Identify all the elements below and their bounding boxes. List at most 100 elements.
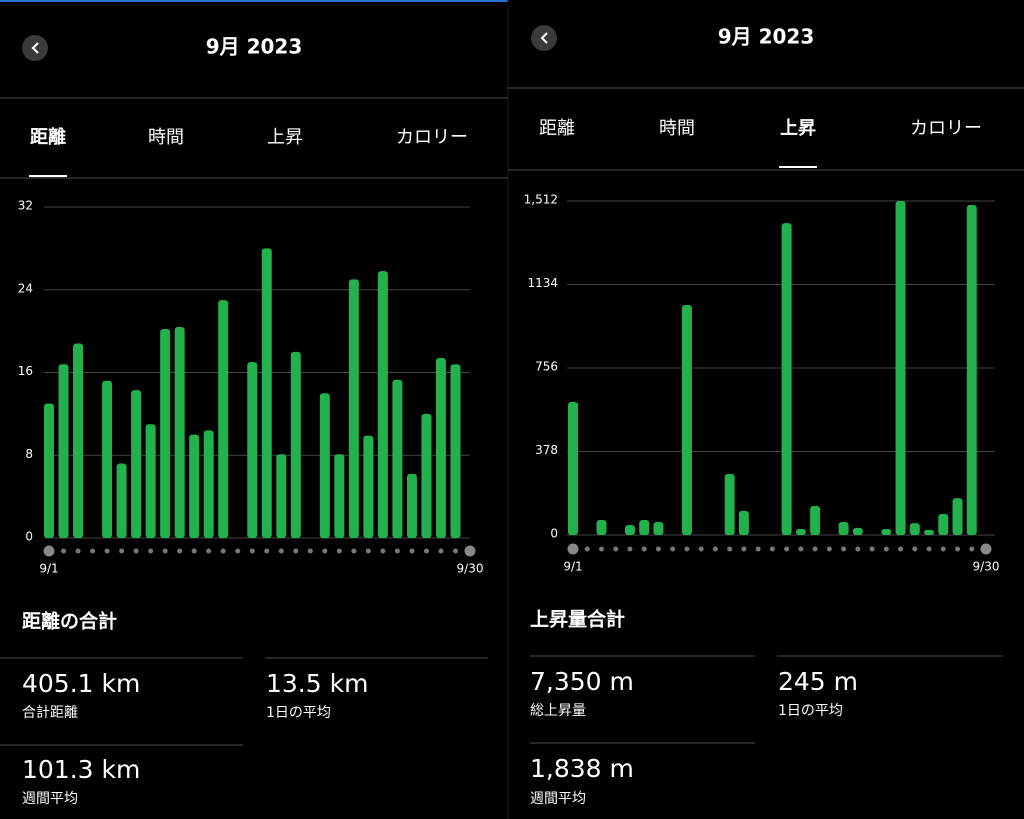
bar: [58, 364, 69, 538]
bar: [838, 521, 849, 535]
bar: [450, 364, 461, 538]
bar: [131, 390, 142, 538]
tab[interactable]: 上昇: [780, 118, 816, 139]
tab[interactable]: 時間: [659, 118, 695, 139]
x-axis-dot: [670, 546, 676, 552]
x-axis-dot: [423, 548, 429, 554]
x-axis-dot: [264, 548, 270, 554]
back-icon: [540, 32, 548, 44]
bar: [909, 523, 920, 535]
x-axis-dot: [307, 548, 313, 554]
tab[interactable]: 距離: [30, 126, 66, 148]
x-axis-dot: [162, 548, 168, 554]
bar: [966, 204, 977, 535]
x-axis-dot: [177, 548, 183, 554]
x-axis-dot: [567, 543, 579, 555]
bar: [924, 529, 935, 535]
bar: [290, 351, 301, 538]
header-title: 9月 2023: [206, 35, 303, 59]
tab[interactable]: カロリー: [396, 127, 468, 148]
bar: [724, 474, 735, 535]
bar: [276, 454, 287, 538]
back-button[interactable]: [531, 25, 557, 51]
x-axis-dot: [769, 546, 775, 552]
x-axis-dot: [409, 548, 415, 554]
bar: [363, 435, 374, 538]
y-tick-label: 0: [25, 530, 33, 544]
bar: [348, 279, 359, 538]
x-axis-dot: [727, 546, 733, 552]
x-axis-dot: [75, 548, 81, 554]
tab[interactable]: カロリー: [910, 118, 982, 139]
y-tick-label: 24: [18, 281, 33, 295]
bar: [781, 223, 792, 535]
stat-label: 総上昇量: [530, 703, 586, 719]
summary-title: 上昇量合計: [530, 608, 625, 631]
stat-label: 週間平均: [22, 791, 78, 807]
y-tick-label: 8: [25, 447, 33, 461]
tab[interactable]: 距離: [539, 118, 575, 139]
x-tick-label: 9/1: [563, 560, 582, 574]
stat-label: 合計距離: [22, 704, 78, 721]
x-axis-dot: [438, 548, 444, 554]
x-axis-dot: [712, 546, 718, 552]
x-axis-dot: [293, 548, 299, 554]
bar: [852, 527, 863, 535]
stat-value: 13.5 km: [266, 669, 368, 698]
bar: [795, 529, 806, 535]
bar: [681, 305, 692, 535]
y-tick-label: 16: [18, 364, 33, 378]
x-axis-dot: [980, 543, 992, 555]
summary-title: 距離の合計: [22, 610, 117, 633]
bar: [938, 514, 949, 535]
stat-label: 週間平均: [530, 791, 586, 807]
bar: [568, 402, 578, 535]
stat-value: 405.1 km: [22, 669, 140, 698]
bar: [596, 519, 607, 535]
bar: [738, 510, 749, 535]
x-axis-dot: [655, 546, 661, 552]
x-axis-dot: [841, 546, 847, 552]
bar: [624, 525, 635, 535]
bar: [421, 413, 432, 538]
bar: [392, 379, 403, 538]
bar: [810, 506, 821, 535]
x-axis-dot: [104, 548, 110, 554]
x-axis-dot: [613, 546, 619, 552]
bar: [189, 434, 200, 538]
x-axis-dot: [598, 546, 604, 552]
x-axis-dot: [855, 546, 861, 552]
header-title: 9月 2023: [718, 25, 815, 49]
x-axis-dot: [869, 546, 875, 552]
x-axis-dot: [684, 546, 690, 552]
x-axis-dot: [249, 548, 255, 554]
bar: [145, 424, 156, 538]
bar: [435, 358, 446, 538]
bar: [102, 380, 113, 538]
tab[interactable]: 上昇: [267, 127, 303, 148]
y-tick-label: 32: [18, 199, 33, 213]
back-button[interactable]: [22, 35, 48, 61]
back-icon: [31, 42, 39, 54]
x-axis-dot: [220, 548, 226, 554]
bar: [639, 519, 650, 535]
x-axis-dot: [627, 546, 633, 552]
stat-label: 1日の平均: [778, 703, 843, 719]
y-tick-label: 0: [550, 527, 558, 541]
x-axis-dot: [365, 548, 371, 554]
x-axis-dot: [812, 546, 818, 552]
x-axis-dot: [464, 545, 476, 557]
stat-value: 101.3 km: [22, 755, 140, 784]
x-axis-dot: [898, 546, 904, 552]
y-tick-label: 756: [535, 360, 558, 374]
x-tick-label: 9/30: [973, 560, 1000, 574]
stat-value: 1,838 m: [530, 754, 634, 783]
stat-label: 1日の平均: [266, 705, 331, 721]
bar: [247, 362, 258, 538]
x-axis-dot: [148, 548, 154, 554]
y-tick-label: 378: [535, 443, 558, 457]
x-axis-dot: [336, 548, 342, 554]
tab[interactable]: 時間: [148, 127, 184, 148]
x-axis-dot: [698, 546, 704, 552]
